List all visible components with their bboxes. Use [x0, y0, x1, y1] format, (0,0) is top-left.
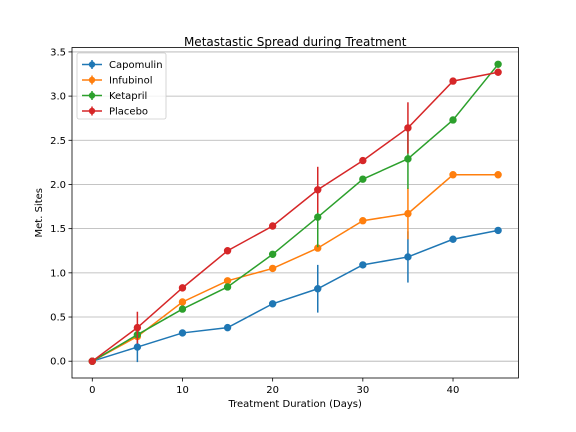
- legend-item-capomulin: Capomulin: [82, 60, 163, 71]
- legend-item-ketapril: Ketapril: [82, 91, 147, 102]
- x-tick-label: 40: [447, 385, 460, 396]
- y-tick-label: 0.5: [50, 313, 66, 324]
- data-point: [88, 357, 96, 365]
- legend-label: Ketapril: [109, 91, 147, 102]
- data-point: [404, 253, 412, 261]
- series-line: [92, 229, 499, 362]
- data-point: [494, 171, 502, 179]
- data-point: [223, 283, 232, 291]
- legend-item-placebo: Placebo: [82, 106, 148, 118]
- data-point: [359, 261, 367, 269]
- y-tick-label: 3.0: [50, 92, 66, 103]
- data-point: [359, 217, 367, 225]
- data-point: [223, 277, 232, 285]
- x-axis-ticks: 0 10 20 30 40: [89, 378, 459, 396]
- grid-lines: [72, 51, 519, 362]
- series-placebo: [88, 68, 502, 365]
- legend: Capomulin Infubinol Ketapril Placebo: [76, 52, 167, 120]
- data-point: [404, 155, 412, 163]
- x-tick-label: 10: [176, 385, 189, 396]
- y-tick-label: 1.0: [50, 268, 66, 279]
- data-point: [223, 247, 232, 255]
- series-ketapril: [88, 60, 502, 365]
- data-point: [494, 226, 502, 235]
- data-point: [404, 124, 412, 132]
- series-line: [91, 174, 499, 362]
- data-point: [449, 171, 457, 179]
- plot-area-frame: [71, 47, 519, 379]
- legend-label: Placebo: [109, 107, 148, 118]
- data-point: [404, 209, 412, 218]
- legend-box: [76, 52, 167, 120]
- data-point: [178, 329, 187, 337]
- data-point: [314, 285, 322, 293]
- data-point: [449, 235, 457, 243]
- data-point: [133, 343, 142, 351]
- data-point: [449, 116, 457, 124]
- series-line: [91, 71, 499, 362]
- data-point: [223, 323, 232, 332]
- data-point: [268, 300, 277, 308]
- legend-item-infubinol: Infubinol: [82, 75, 153, 87]
- x-tick-label: 30: [356, 385, 369, 396]
- legend-label: Capomulin: [109, 60, 163, 71]
- x-tick-label: 20: [266, 385, 279, 396]
- x-axis-label: Treatment Duration (Days): [227, 399, 362, 410]
- data-point: [494, 60, 502, 68]
- data-point: [133, 323, 142, 332]
- data-point: [178, 298, 187, 306]
- data-point: [314, 186, 322, 194]
- data-point: [359, 156, 367, 165]
- data-point: [178, 305, 187, 313]
- series-capomulin: [88, 226, 502, 365]
- data-point: [359, 175, 367, 183]
- series-layer: [88, 60, 502, 365]
- data-point: [494, 68, 502, 76]
- y-tick-label: 2.5: [50, 136, 66, 147]
- y-axis-ticks: 0.0 0.5 1.0 1.5 2.0 2.5 3.0 3.5: [50, 47, 72, 368]
- chart-title: Metastastic Spread during Treatment: [184, 35, 407, 49]
- y-tick-label: 0.0: [50, 357, 66, 368]
- data-point: [449, 77, 457, 85]
- series-line: [91, 63, 499, 362]
- y-tick-label: 3.5: [50, 47, 66, 58]
- y-tick-label: 1.5: [50, 224, 66, 235]
- y-axis-label: Met. Sites: [34, 188, 45, 237]
- data-point: [314, 213, 322, 221]
- data-point: [268, 264, 277, 273]
- data-point: [268, 222, 277, 230]
- data-point: [268, 250, 277, 258]
- legend-label: Infubinol: [109, 76, 153, 87]
- data-point: [178, 284, 187, 292]
- x-tick-label: 0: [89, 385, 95, 396]
- y-tick-label: 2.0: [50, 180, 66, 191]
